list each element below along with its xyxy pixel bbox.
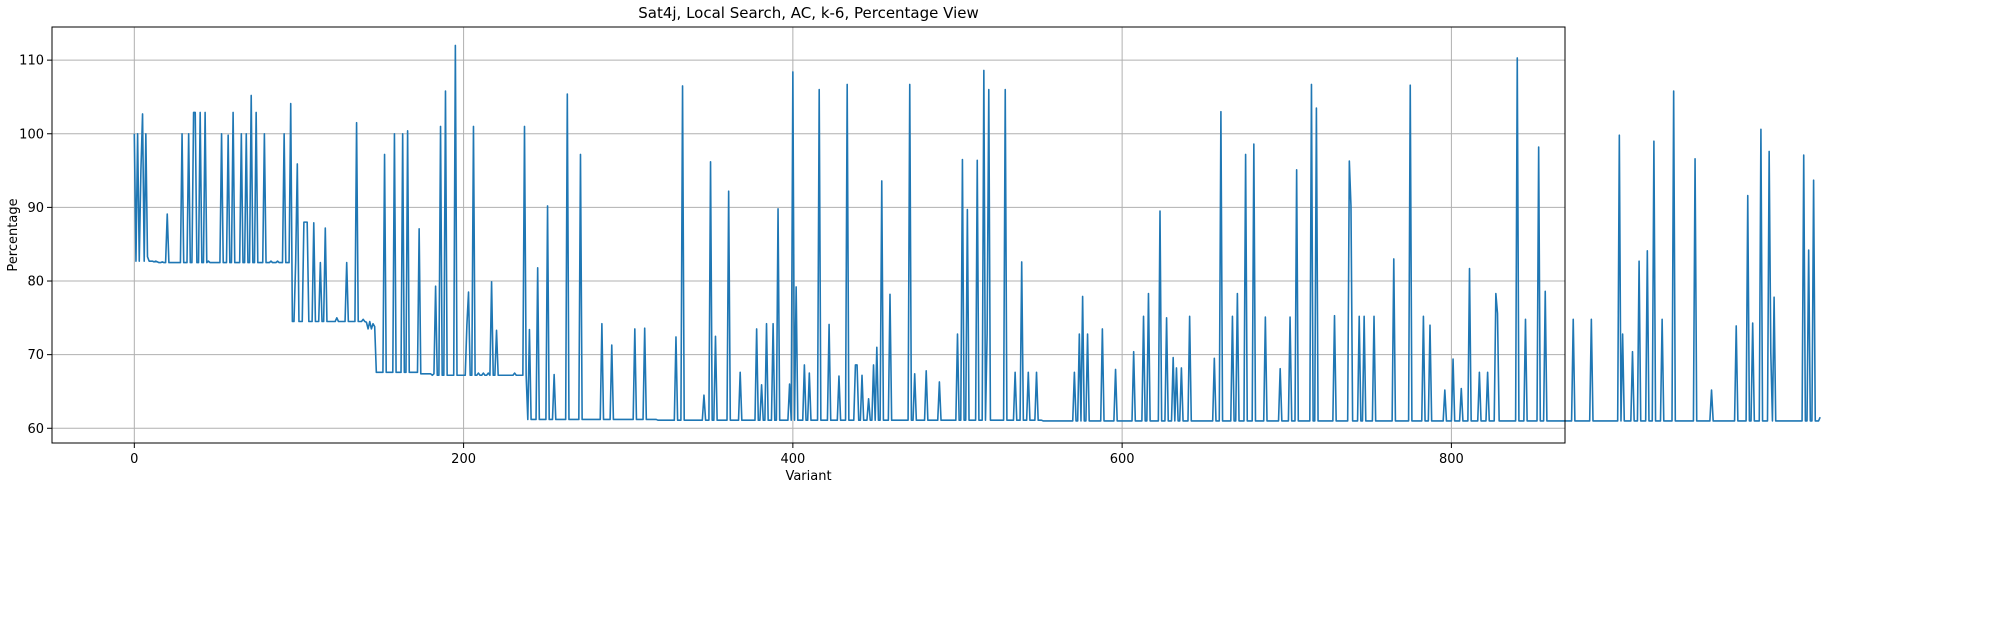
x-tick-label: 0 [130, 452, 138, 467]
series-line [133, 44, 1821, 422]
y-tick-label: 110 [19, 54, 44, 69]
x-tick-label: 600 [1110, 452, 1135, 467]
plot-frame [51, 26, 1566, 444]
y-tick-label: 70 [27, 348, 44, 363]
x-tick-label: 200 [451, 452, 476, 467]
y-tick-label: 90 [27, 201, 44, 216]
y-tick-label: 80 [27, 275, 44, 290]
y-tick-label: 100 [19, 127, 44, 142]
x-tick-label: 400 [780, 452, 805, 467]
y-axis-label: Percentage [6, 198, 21, 271]
y-axis: 60 70 80 90 100 110 [19, 54, 52, 437]
y-tick-label: 60 [27, 422, 44, 437]
chart-title: Sat4j, Local Search, AC, k-6, Percentage… [638, 4, 979, 22]
x-axis: 0 200 400 600 800 [130, 443, 1464, 467]
series-line-group [133, 44, 1821, 422]
x-axis-label: Variant [785, 469, 831, 484]
x-tick-label: 800 [1439, 452, 1464, 467]
